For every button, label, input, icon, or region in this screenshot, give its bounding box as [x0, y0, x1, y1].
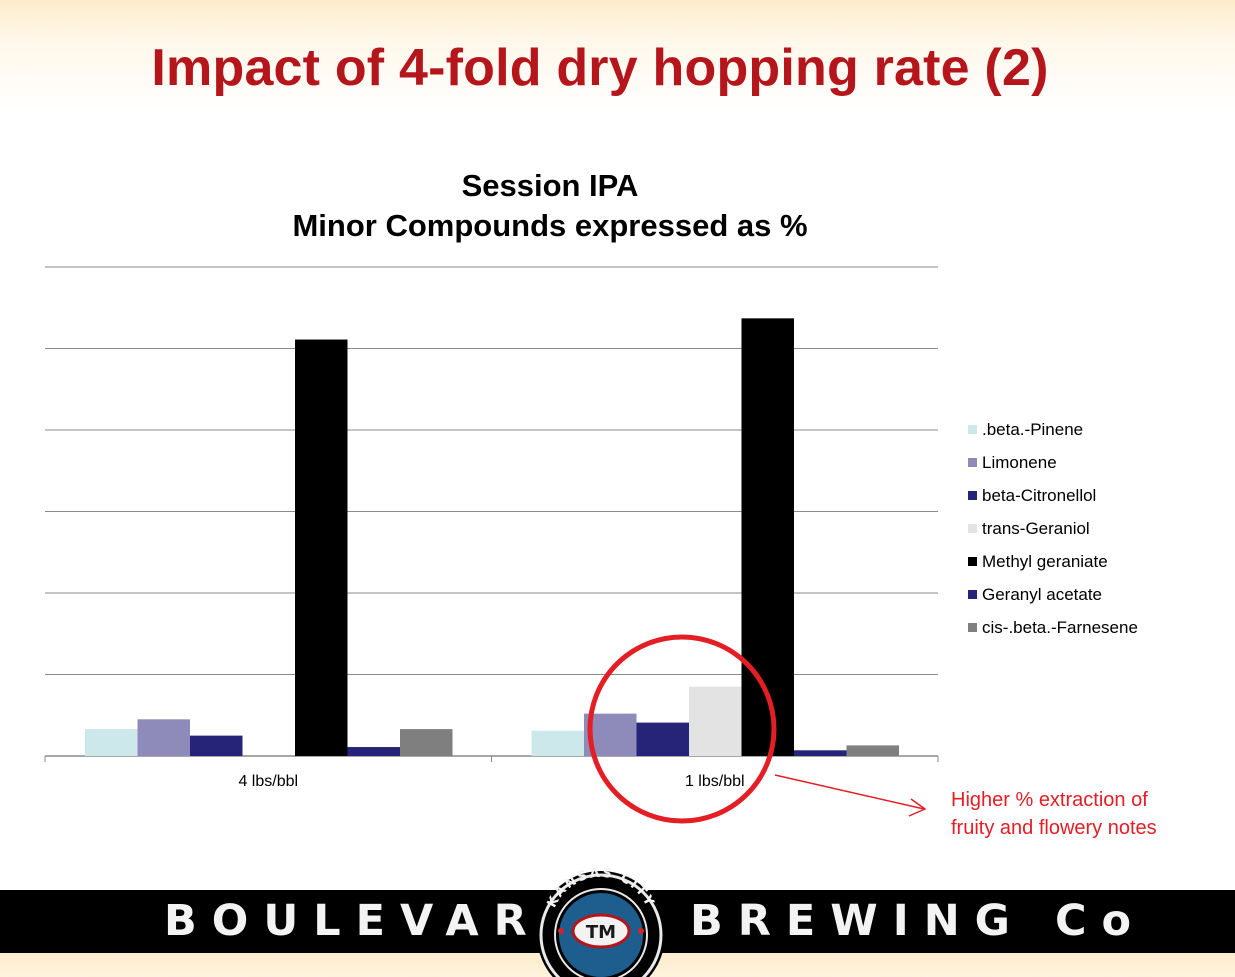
x-tick-label: 4 lbs/bbl	[238, 773, 298, 790]
legend-label: trans-Geraniol	[982, 518, 1090, 538]
brewery-logo-icon: KANSAS CITY TM	[537, 867, 665, 977]
bar	[741, 318, 794, 756]
callout-arrow-line	[774, 774, 925, 810]
legend-swatch	[968, 425, 977, 434]
legend-label: Limonene	[982, 452, 1057, 472]
legend-swatch	[968, 491, 977, 500]
bar	[689, 686, 742, 756]
bar	[794, 750, 847, 756]
bar	[85, 729, 138, 756]
legend-item: Limonene	[968, 446, 1138, 479]
legend-label: Methyl geraniate	[982, 551, 1108, 571]
bar	[636, 722, 689, 756]
legend-swatch	[968, 524, 977, 533]
legend-swatch	[968, 557, 977, 566]
legend-item: Methyl geraniate	[968, 545, 1138, 578]
bar	[137, 719, 190, 756]
legend-label: Geranyl acetate	[982, 584, 1103, 604]
bar	[190, 735, 243, 756]
slide-title: Impact of 4-fold dry hopping rate (2)	[151, 39, 1049, 97]
callout-line-2: fruity and flowery notes	[951, 817, 1157, 839]
legend-label: .beta.-Pinene	[982, 419, 1084, 439]
highlight-circle	[587, 634, 777, 824]
legend-label: beta-Citronellol	[982, 485, 1097, 505]
legend-swatch	[968, 590, 977, 599]
legend-item: cis-.beta.-Farnesene	[968, 611, 1138, 644]
bar	[295, 339, 348, 756]
legend-swatch	[968, 458, 977, 467]
bar-chart: 4 lbs/bbl 1 lbs/bbl	[44, 266, 939, 824]
legend-swatch	[968, 623, 977, 632]
bar	[347, 747, 400, 756]
chart-legend: .beta.-Pinene Limonene beta-Citronellol tra…	[968, 413, 1138, 644]
chart-title: Session IPA Minor Compounds expressed as…	[150, 166, 950, 246]
bar	[531, 730, 584, 756]
brand-name-left: BOULEVARD	[164, 896, 593, 946]
chart-title-line-1: Session IPA	[461, 168, 639, 203]
callout-arrow-head	[908, 798, 927, 817]
callout-text: Higher % extraction of fruity and flower…	[951, 786, 1157, 842]
legend-item: beta-Citronellol	[968, 479, 1138, 512]
logo-mark: TM	[586, 922, 616, 943]
legend-item: Geranyl acetate	[968, 578, 1138, 611]
brand-name-right: BREWING Co	[690, 896, 1147, 946]
legend-label: cis-.beta.-Farnesene	[982, 617, 1138, 637]
callout-line-1: Higher % extraction of	[951, 789, 1148, 811]
bar	[846, 745, 899, 756]
chart-title-line-2: Minor Compounds expressed as %	[292, 208, 808, 243]
x-tick-label: 1 lbs/bbl	[685, 773, 745, 790]
bar	[400, 729, 453, 756]
legend-item: trans-Geraniol	[968, 512, 1138, 545]
legend-item: .beta.-Pinene	[968, 413, 1138, 446]
